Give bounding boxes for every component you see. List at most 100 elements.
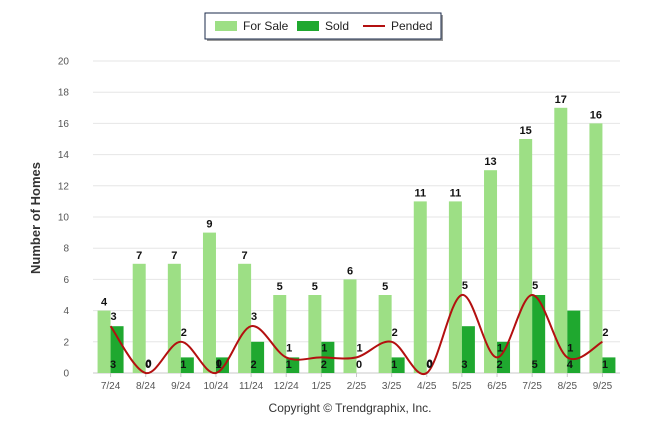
x-tick-label: 3/25	[382, 381, 402, 392]
label-for-sale: 16	[590, 109, 602, 121]
bar-sold	[497, 341, 511, 373]
label-sold: 2	[496, 359, 502, 371]
label-for-sale: 11	[450, 187, 462, 199]
label-pended: 5	[532, 280, 538, 292]
data-labels: 4337007129107235115216015121100113513211…	[101, 94, 608, 371]
bar-sold	[180, 357, 194, 373]
legend-label: Pended	[391, 19, 432, 33]
x-tick-label: 11/24	[239, 381, 264, 392]
label-for-sale: 15	[520, 125, 532, 137]
label-pended: 0	[216, 358, 222, 370]
label-for-sale: 17	[555, 94, 567, 106]
bar-for-sale	[132, 263, 146, 373]
bar-sold	[286, 357, 300, 373]
label-for-sale: 13	[484, 156, 496, 168]
bar-sold	[567, 310, 581, 373]
label-sold: 0	[145, 359, 151, 371]
bar-for-sale	[202, 232, 216, 373]
label-sold: 1	[215, 359, 221, 371]
legend-swatch	[215, 21, 237, 31]
label-pended: 2	[392, 327, 398, 339]
bar-for-sale	[308, 295, 322, 373]
label-sold: 3	[110, 359, 116, 371]
y-tick-label: 12	[58, 181, 70, 192]
copyright-text: Copyright © Trendgraphix, Inc.	[269, 401, 432, 415]
y-tick-label: 4	[63, 306, 69, 317]
bar-for-sale	[448, 201, 462, 373]
pended-line	[109, 293, 603, 376]
x-tick-label: 8/24	[136, 381, 156, 392]
y-tick-label: 2	[63, 337, 69, 348]
label-for-sale: 7	[242, 250, 248, 262]
bar-for-sale	[167, 263, 181, 373]
label-sold: 2	[251, 359, 257, 371]
bar-for-sale	[554, 107, 568, 374]
label-pended: 1	[286, 342, 292, 354]
x-tick-label: 7/24	[101, 381, 121, 392]
bar-sold	[602, 357, 616, 373]
x-tick-label: 8/25	[558, 381, 578, 392]
label-sold: 1	[286, 359, 292, 371]
x-tick-label: 9/24	[171, 381, 191, 392]
bar-for-sale	[97, 310, 111, 373]
bar-for-sale	[484, 170, 498, 373]
label-pended: 1	[356, 342, 362, 354]
x-tick-label: 1/25	[312, 381, 332, 392]
bar-for-sale	[273, 295, 287, 373]
bars	[97, 107, 616, 374]
legend-box	[204, 12, 442, 40]
bar-for-sale	[589, 123, 603, 374]
label-pended: 5	[462, 280, 468, 292]
bar-sold	[251, 341, 265, 373]
y-tick-label: 10	[58, 213, 70, 224]
label-sold: 4	[567, 359, 574, 371]
label-pended: 1	[567, 342, 573, 354]
bar-sold	[215, 357, 229, 373]
label-sold: 2	[321, 359, 327, 371]
legend-label: Sold	[325, 19, 349, 33]
label-for-sale: 5	[382, 281, 388, 293]
y-tick-label: 6	[63, 275, 69, 286]
y-tick-label: 18	[58, 88, 70, 99]
pended-series-line	[109, 293, 603, 376]
label-pended: 1	[497, 342, 503, 354]
label-for-sale: 6	[347, 265, 353, 277]
label-pended: 3	[251, 311, 257, 323]
label-sold: 1	[180, 359, 186, 371]
bar-for-sale	[343, 279, 357, 373]
bar-sold	[532, 295, 546, 373]
label-for-sale: 4	[101, 297, 108, 309]
y-tick-label: 16	[58, 119, 70, 130]
bar-for-sale	[413, 201, 427, 373]
label-pended: 3	[111, 311, 117, 323]
x-tick-label: 4/25	[417, 381, 437, 392]
x-tick-label: 2/25	[347, 381, 367, 392]
bar-sold	[461, 326, 475, 373]
label-pended: 0	[427, 358, 433, 370]
label-sold: 0	[356, 359, 362, 371]
bar-for-sale	[378, 295, 392, 373]
bar-sold	[391, 357, 405, 373]
label-for-sale: 11	[414, 187, 426, 199]
y-tick-label: 0	[63, 369, 69, 380]
y-tick-label: 8	[63, 244, 69, 255]
label-for-sale: 7	[136, 250, 142, 262]
bar-for-sale	[519, 139, 533, 373]
y-axis-label: Number of Homes	[28, 162, 43, 274]
legend-label: For Sale	[243, 19, 289, 33]
y-tick-label: 20	[58, 57, 70, 68]
label-for-sale: 5	[312, 281, 318, 293]
x-tick-label: 12/24	[274, 381, 299, 392]
label-pended: 2	[181, 327, 187, 339]
x-tick-label: 5/25	[452, 381, 472, 392]
label-sold: 0	[426, 359, 432, 371]
label-for-sale: 7	[171, 250, 177, 262]
label-pended: 0	[146, 358, 152, 370]
legend-swatch	[297, 21, 319, 31]
x-tick-label: 6/25	[487, 381, 507, 392]
label-sold: 3	[461, 359, 467, 371]
label-pended: 2	[602, 327, 608, 339]
x-tick-label: 9/25	[593, 381, 613, 392]
x-tick-label: 10/24	[203, 381, 228, 392]
label-sold: 1	[602, 359, 608, 371]
